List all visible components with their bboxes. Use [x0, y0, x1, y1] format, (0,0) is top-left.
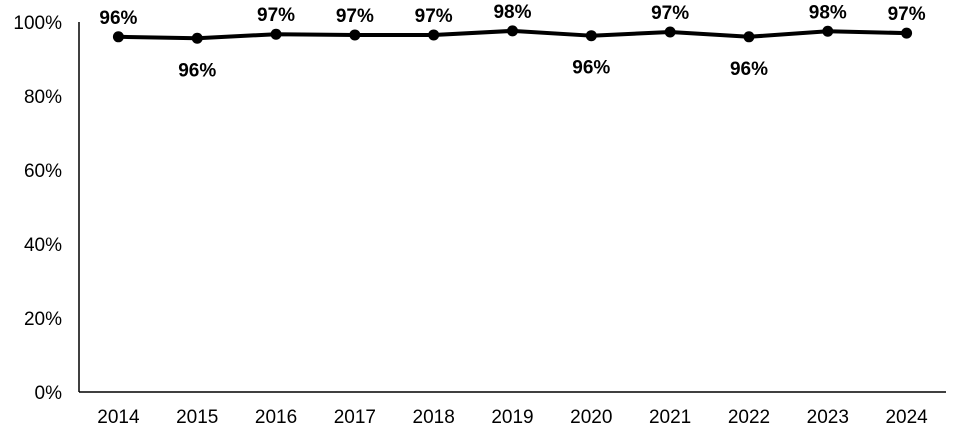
data-point [743, 31, 755, 43]
x-tick-label: 2019 [491, 407, 533, 428]
y-tick-label: 100% [13, 13, 62, 34]
data-label: 97% [651, 3, 689, 24]
x-tick-label: 2022 [728, 407, 770, 428]
series-group [112, 25, 913, 44]
x-tick-label: 2024 [885, 407, 928, 428]
data-point [112, 31, 124, 43]
x-tick-label: 2015 [176, 407, 218, 428]
axes [78, 22, 946, 393]
data-label: 97% [888, 4, 926, 25]
y-tick-label: 80% [24, 87, 62, 108]
data-label: 96% [99, 8, 137, 29]
data-point [349, 29, 361, 41]
x-tick-label: 2023 [807, 407, 849, 428]
data-point [191, 32, 203, 44]
x-tick-label: 2021 [649, 407, 691, 428]
data-label: 96% [178, 60, 216, 81]
data-point [428, 29, 440, 41]
y-tick-label: 60% [24, 161, 62, 182]
data-point [664, 26, 676, 38]
y-tick-label: 40% [24, 235, 62, 256]
data-labels: 96% 96% 97% 97% 97% 98% 96% 97% 96% 98% 97% [99, 2, 925, 81]
x-tick-label: 2018 [413, 407, 455, 428]
data-point [507, 25, 518, 37]
data-point [585, 30, 597, 42]
data-label: 98% [493, 2, 531, 23]
y-tick-label: 20% [24, 309, 62, 330]
x-axis-ticks: 2014 2015 2016 2017 2018 2019 2020 2021 2022 2023… [97, 407, 928, 428]
x-tick-label: 2020 [570, 407, 612, 428]
x-tick-label: 2017 [334, 407, 376, 428]
data-label: 96% [572, 58, 610, 79]
x-tick-label: 2016 [255, 407, 297, 428]
y-axis-ticks: 0% 20% 40% 60% 80% 100% [13, 13, 62, 404]
data-label: 97% [336, 6, 374, 27]
data-label: 98% [809, 2, 847, 23]
y-tick-label: 0% [35, 383, 63, 404]
data-point [901, 27, 913, 39]
data-label: 96% [730, 59, 768, 80]
data-point [270, 28, 282, 40]
data-label: 97% [415, 6, 453, 27]
data-label: 97% [257, 5, 295, 26]
data-point [822, 25, 834, 37]
x-tick-label: 2014 [97, 407, 140, 428]
